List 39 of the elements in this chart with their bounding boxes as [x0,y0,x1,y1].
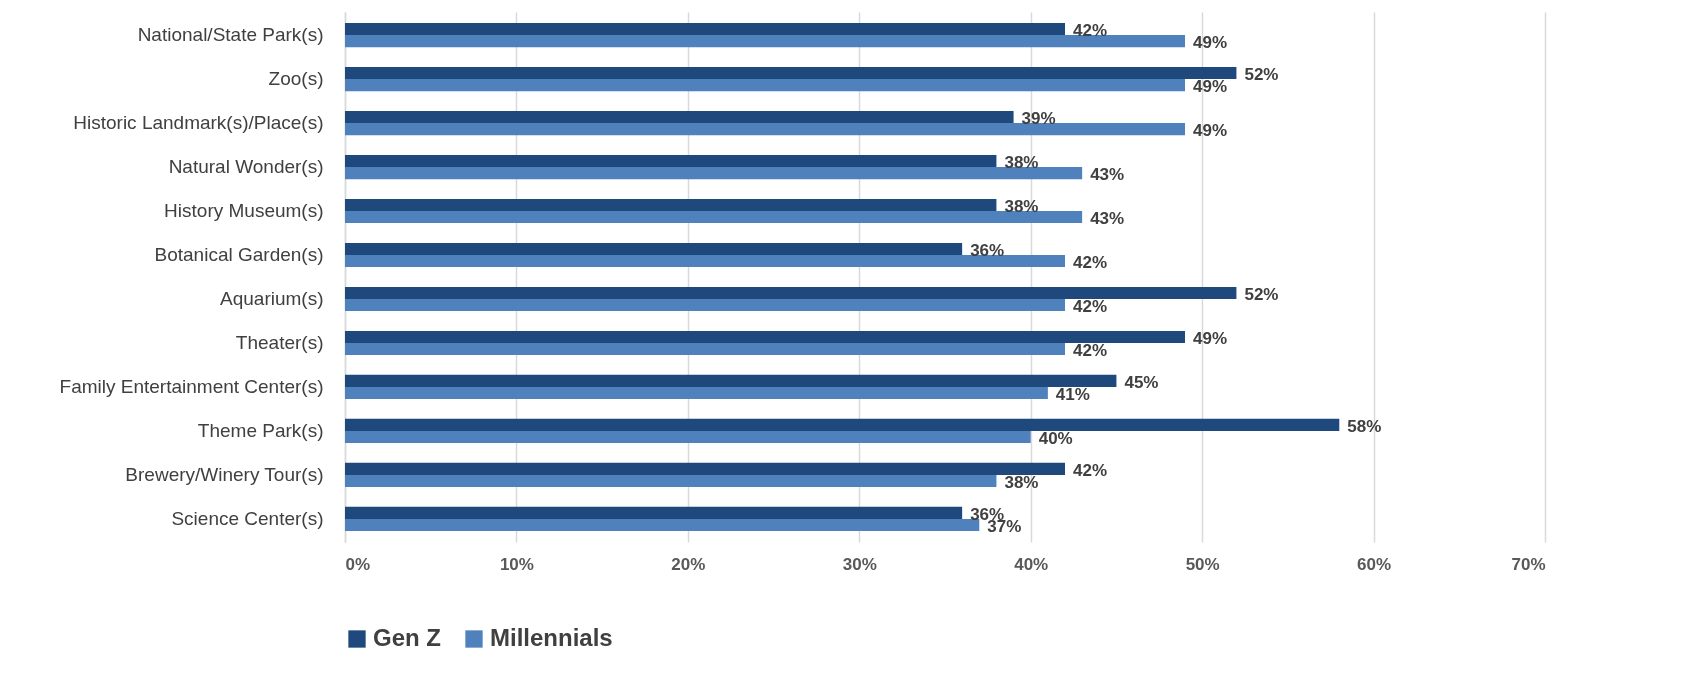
legend-label: Millennials [490,624,613,651]
data-label: 43% [1090,209,1125,229]
data-label: 49% [1193,328,1228,348]
y-tick-label: Theme Park(s) [197,419,324,441]
y-tick-label: Botanical Garden(s) [154,244,324,266]
x-tick-label: 70% [1511,554,1546,574]
x-tick-label: 40% [1014,554,1049,574]
data-label: 49% [1193,121,1228,141]
data-label: 49% [1193,77,1228,97]
y-tick-label: Theater(s) [235,331,324,353]
data-label: 45% [1124,372,1159,392]
x-tick-label: 60% [1357,554,1392,574]
data-label: 42% [1073,297,1108,317]
x-tick-label: 20% [671,554,706,574]
y-tick-label: Zoo(s) [268,68,324,90]
x-tick-label: 0% [345,554,371,574]
data-label: 41% [1055,385,1090,405]
x-tick-label: 50% [1185,554,1220,574]
x-tick-label: 30% [842,554,877,574]
y-tick-label: National/State Park(s) [137,24,324,46]
data-label: 38% [1004,472,1039,492]
y-tick-label: Natural Wonder(s) [168,156,324,178]
data-label: 49% [1193,33,1228,53]
data-label: 42% [1073,253,1108,273]
data-label: 52% [1244,65,1279,85]
y-tick-label: Historic Landmark(s)/Place(s) [73,112,324,134]
data-label: 42% [1073,460,1108,480]
data-label: 52% [1244,284,1279,304]
data-label: 40% [1038,428,1073,448]
legend-label: Gen Z [373,624,442,651]
data-label: 43% [1090,165,1125,185]
y-tick-label: Family Entertainment Center(s) [59,375,324,397]
data-label: 42% [1073,341,1108,361]
y-tick-label: Science Center(s) [171,507,324,529]
y-tick-label: Brewery/Winery Tour(s) [125,463,324,485]
x-tick-label: 10% [499,554,534,574]
y-tick-label: Aquarium(s) [220,287,324,309]
data-label: 58% [1347,416,1382,436]
y-tick-label: History Museum(s) [164,200,324,222]
